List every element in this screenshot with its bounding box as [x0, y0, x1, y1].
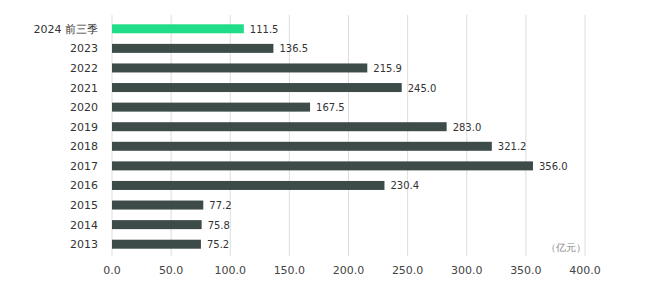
- data-label: 230.4: [390, 180, 419, 191]
- tick-label: 400.0: [569, 264, 601, 277]
- bar: [112, 220, 202, 229]
- axis-label: （亿元）: [546, 242, 586, 253]
- category-label: 2017: [70, 160, 98, 173]
- bar: [112, 44, 273, 53]
- data-label: 215.9: [373, 63, 402, 74]
- bar: [112, 240, 201, 249]
- category-label: 2019: [70, 121, 98, 134]
- data-label: 283.0: [453, 122, 482, 133]
- grid-line: [407, 15, 408, 256]
- bars: [112, 24, 533, 248]
- data-label: 75.8: [208, 220, 230, 231]
- category-label: 2014: [70, 219, 98, 232]
- grid-line: [585, 15, 586, 256]
- grid-line: [525, 15, 526, 256]
- category-label: 2021: [70, 82, 98, 95]
- grid: [112, 15, 585, 256]
- bar: [112, 122, 447, 131]
- data-label: 245.0: [408, 83, 437, 94]
- bar: [112, 161, 533, 170]
- data-label: 167.5: [316, 102, 345, 113]
- category-label: 2016: [70, 179, 98, 192]
- data-label: 321.2: [498, 141, 527, 152]
- category-label: 2013: [70, 238, 98, 251]
- tick-label: 300.0: [451, 264, 483, 277]
- data-label: 77.2: [209, 200, 231, 211]
- grid-line: [466, 15, 467, 256]
- data-label: 356.0: [539, 161, 568, 172]
- tick-label: 200.0: [333, 264, 365, 277]
- grid-line: [348, 15, 349, 256]
- tick-label: 350.0: [510, 264, 542, 277]
- tick-label: 50.0: [159, 264, 184, 277]
- data-label: 136.5: [279, 43, 308, 54]
- bar: [112, 63, 367, 72]
- bar: [112, 83, 402, 92]
- category-label: 2023: [70, 42, 98, 55]
- chart: 0.0 50.0 100.0 150.0 200.0 250.0 300.0 350.0 400…: [0, 0, 672, 299]
- data-label: 111.5: [250, 24, 279, 35]
- tick-label: 0.0: [103, 264, 121, 277]
- data-label: 75.2: [207, 239, 229, 250]
- category-label: 2020: [70, 101, 98, 114]
- bar: [112, 142, 492, 151]
- category-label: 2018: [70, 140, 98, 153]
- category-label: 2022: [70, 62, 98, 75]
- bar: [112, 181, 384, 190]
- category-label: 2015: [70, 199, 98, 212]
- bar: [112, 103, 310, 112]
- bar: [112, 201, 203, 210]
- category-label: 2024 前三季: [34, 23, 99, 36]
- bar: [112, 24, 244, 33]
- tick-label: 100.0: [215, 264, 247, 277]
- tick-label: 250.0: [392, 264, 424, 277]
- tick-label: 150.0: [274, 264, 306, 277]
